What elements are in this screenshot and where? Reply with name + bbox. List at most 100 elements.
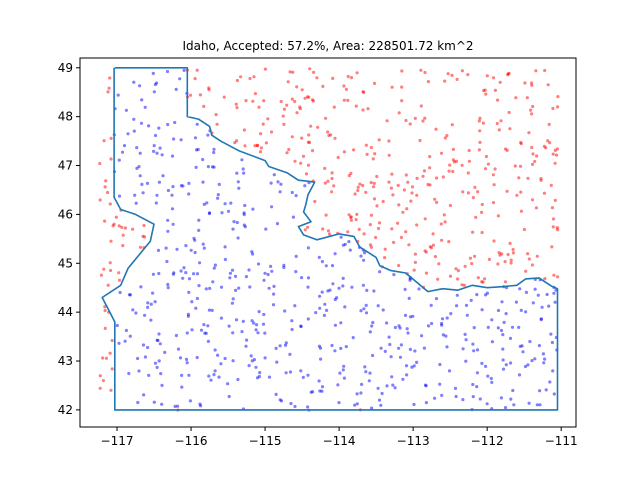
accepted-point: [323, 302, 327, 306]
accepted-point: [156, 248, 161, 252]
rejected-point: [535, 154, 539, 158]
accepted-point: [141, 343, 146, 347]
accepted-point: [455, 304, 459, 308]
accepted-point: [158, 146, 162, 150]
rejected-point: [342, 98, 346, 102]
rejected-point: [542, 144, 547, 148]
accepted-point: [235, 220, 239, 225]
rejected-point: [421, 119, 425, 123]
rejected-point: [535, 254, 539, 258]
rejected-point: [397, 263, 401, 268]
accepted-point: [521, 350, 525, 354]
rejected-point: [303, 96, 307, 100]
rejected-point: [506, 252, 510, 257]
accepted-point: [464, 303, 469, 307]
rejected-point: [556, 105, 560, 109]
rejected-point: [492, 183, 496, 187]
accepted-point: [206, 339, 210, 343]
rejected-point: [315, 76, 319, 80]
accepted-point: [438, 362, 442, 367]
accepted-point: [306, 285, 310, 289]
accepted-point: [160, 383, 164, 387]
accepted-point: [517, 373, 522, 377]
rejected-point: [423, 70, 427, 75]
accepted-point: [371, 353, 375, 358]
rejected-point: [235, 139, 239, 143]
rejected-point: [433, 197, 437, 201]
accepted-point: [254, 365, 258, 369]
accepted-point: [247, 268, 251, 272]
accepted-point: [501, 333, 505, 337]
accepted-point: [472, 326, 476, 330]
accepted-point: [440, 393, 444, 397]
accepted-point: [195, 355, 199, 360]
rejected-point: [423, 217, 427, 221]
accepted-point: [363, 365, 367, 369]
accepted-point: [362, 307, 366, 311]
rejected-point: [282, 122, 286, 126]
rejected-point: [281, 114, 285, 118]
rejected-point: [404, 118, 408, 123]
rejected-point: [471, 230, 475, 234]
rejected-point: [368, 243, 373, 247]
accepted-point: [411, 314, 415, 318]
accepted-point: [244, 344, 248, 348]
rejected-point: [397, 111, 401, 115]
rejected-point: [259, 132, 263, 136]
accepted-point: [157, 126, 161, 130]
accepted-point: [212, 147, 216, 151]
accepted-point: [194, 306, 198, 310]
rejected-point: [131, 227, 135, 231]
accepted-point: [142, 393, 146, 397]
rejected-point: [300, 136, 304, 140]
accepted-point: [264, 227, 268, 231]
accepted-point: [170, 193, 174, 197]
accepted-point: [485, 402, 489, 406]
accepted-point: [372, 289, 376, 293]
rejected-point: [443, 79, 447, 83]
accepted-point: [127, 293, 132, 297]
rejected-point: [326, 179, 330, 183]
accepted-point: [230, 268, 235, 272]
accepted-point: [385, 321, 389, 325]
accepted-point: [514, 300, 519, 304]
rejected-point: [447, 240, 451, 244]
rejected-point: [372, 197, 377, 201]
accepted-point: [480, 308, 484, 312]
rejected-point: [239, 75, 243, 79]
accepted-point: [364, 311, 369, 315]
accepted-point: [324, 264, 328, 268]
rejected-point: [554, 153, 559, 157]
rejected-point: [533, 159, 537, 164]
rejected-point: [409, 199, 413, 203]
accepted-point: [359, 309, 363, 313]
rejected-point: [400, 69, 404, 73]
rejected-point: [285, 151, 289, 155]
rejected-point: [491, 173, 495, 177]
accepted-point: [233, 274, 238, 278]
rejected-point: [519, 140, 523, 145]
rejected-point: [258, 150, 263, 154]
accepted-point: [213, 369, 217, 373]
accepted-point: [157, 271, 161, 276]
rejected-point: [514, 96, 518, 100]
rejected-point: [364, 143, 368, 147]
rejected-point: [303, 228, 307, 232]
accepted-point: [226, 209, 231, 213]
accepted-point: [228, 276, 232, 280]
accepted-point: [229, 201, 233, 205]
accepted-point: [364, 370, 368, 374]
accepted-point: [365, 288, 369, 292]
accepted-point: [216, 193, 220, 197]
accepted-point: [117, 341, 121, 345]
accepted-point: [552, 291, 556, 295]
accepted-point: [376, 386, 380, 390]
accepted-point: [333, 349, 337, 353]
accepted-point: [205, 201, 209, 205]
accepted-point: [464, 359, 468, 363]
accepted-point: [361, 283, 365, 287]
rejected-point: [327, 232, 332, 236]
rejected-point: [428, 155, 432, 159]
accepted-point: [132, 117, 136, 121]
